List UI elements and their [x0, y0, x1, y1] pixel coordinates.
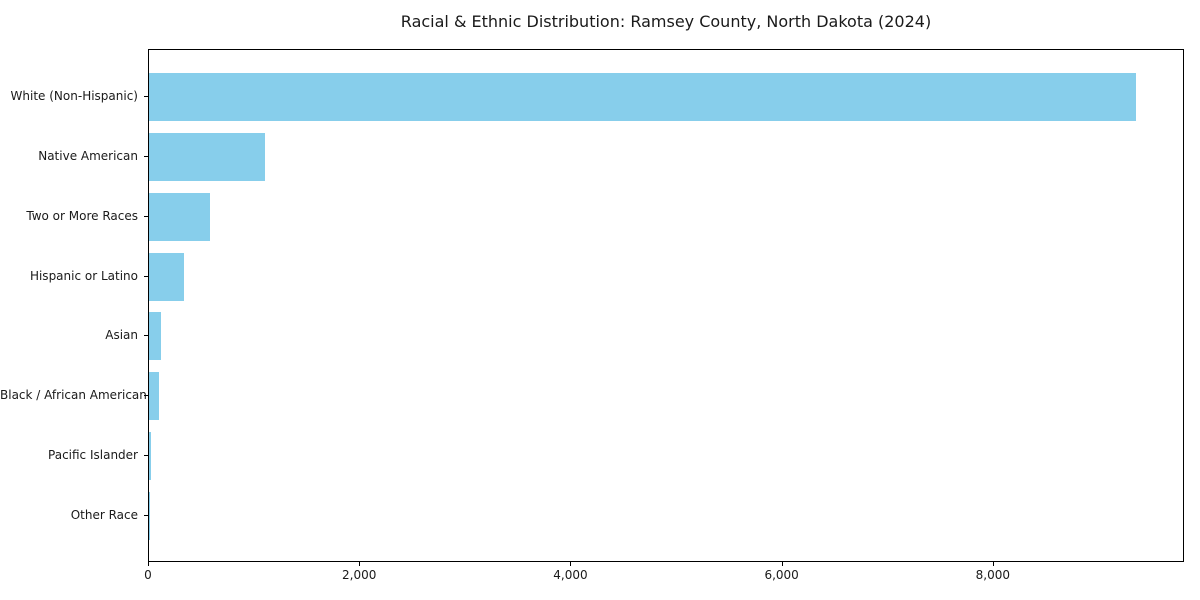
- x-tick-label-0: 0: [144, 568, 152, 582]
- bar-white-non-hispanic: [149, 73, 1136, 122]
- bar-black-african-american: [149, 372, 159, 421]
- y-axis-label-black-african-american: Black / African American: [0, 388, 147, 403]
- y-tick: [144, 275, 148, 277]
- x-tick-label-4000: 4,000: [553, 568, 588, 582]
- plot-area: [148, 49, 1184, 562]
- x-tick: [992, 562, 994, 566]
- bar-hispanic-or-latino: [149, 252, 184, 301]
- chart-title: Racial & Ethnic Distribution: Ramsey Cou…: [400, 12, 932, 31]
- bar-other-race: [149, 491, 150, 540]
- y-tick: [144, 514, 148, 516]
- y-axis-label-native-american: Native American: [38, 149, 138, 164]
- y-axis-label-two-or-more-races: Two or More Races: [26, 208, 138, 223]
- y-tick: [144, 395, 148, 397]
- x-tick: [359, 562, 361, 566]
- x-tick: [781, 562, 783, 566]
- y-axis-label-white-non-hispanic: White (Non-Hispanic): [10, 89, 138, 104]
- bar-native-american: [149, 133, 266, 182]
- x-tick: [148, 562, 149, 566]
- bar-pacific-islander: [149, 431, 151, 480]
- x-tick-label-6000: 6,000: [764, 568, 799, 582]
- bar-asian: [149, 312, 161, 361]
- x-tick-label-8000: 8,000: [975, 568, 1011, 582]
- y-axis-label-asian: Asian: [105, 328, 138, 343]
- bar-two-or-more-races: [149, 192, 211, 241]
- y-axis-label-pacific-islander: Pacific Islander: [48, 447, 138, 462]
- y-tick: [144, 156, 148, 158]
- y-tick: [144, 335, 148, 337]
- y-axis-label-other-race: Other Race: [70, 507, 138, 522]
- y-tick: [144, 96, 148, 98]
- y-axis-label-hispanic-or-latino: Hispanic or Latino: [29, 268, 138, 283]
- y-tick: [144, 454, 148, 456]
- x-tick: [570, 562, 572, 566]
- y-tick: [144, 215, 148, 217]
- x-tick-label-2000: 2,000: [342, 568, 377, 582]
